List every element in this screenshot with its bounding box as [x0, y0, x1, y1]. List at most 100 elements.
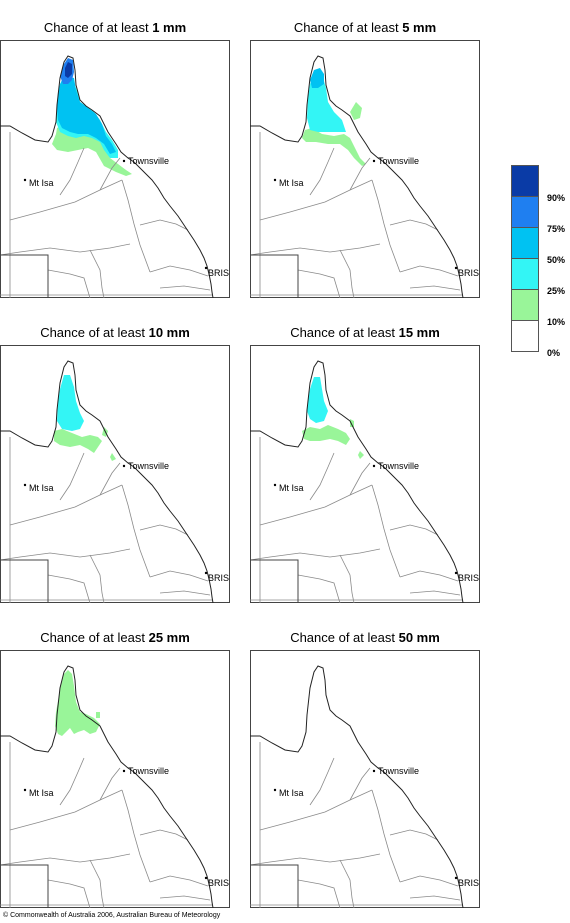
- region-boundary: [339, 554, 355, 603]
- panel-title-5mm: Chance of at least 5 mm: [250, 20, 480, 35]
- mt-isa-marker: [23, 178, 27, 182]
- region-boundary: [59, 757, 85, 806]
- map-panel-1mm: Townsville Mt Isa BRIS: [0, 40, 230, 298]
- legend-tick-25: 25%: [547, 286, 566, 296]
- brisbane-label: BRIS: [458, 573, 479, 583]
- map-panel-15mm: Townsville Mt Isa BRIS: [250, 345, 480, 603]
- coastline: [56, 55, 214, 298]
- townsville-marker: [372, 769, 376, 773]
- probability-area: [52, 125, 132, 176]
- map-frame: [250, 40, 480, 298]
- title-amount: 5 mm: [402, 20, 437, 35]
- coastline: [56, 665, 214, 908]
- legend-tick-75: 75%: [547, 224, 566, 234]
- region-boundary: [259, 179, 373, 221]
- townsville-marker: [122, 464, 126, 468]
- region-boundary: [309, 147, 335, 196]
- region-boundary: [409, 285, 461, 291]
- probability-area: [57, 375, 84, 431]
- map-frame: [250, 650, 480, 908]
- region-boundary: [371, 179, 401, 273]
- title-prefix: Chance of at least: [290, 630, 399, 645]
- region-boundary: [0, 243, 131, 256]
- panel-title-25mm: Chance of at least 25 mm: [0, 630, 230, 645]
- region-boundary: [409, 895, 461, 901]
- probability-area: [55, 670, 100, 736]
- region-boundary: [9, 789, 123, 831]
- map-svg: Townsville Mt Isa BRIS: [0, 650, 230, 908]
- inset-box: [250, 864, 299, 908]
- townsville-label: Townsville: [128, 461, 169, 471]
- region-boundary: [409, 590, 461, 596]
- townsville-label: Townsville: [378, 156, 419, 166]
- region-boundary: [47, 879, 91, 908]
- region-boundary: [389, 219, 439, 231]
- panel-title-1mm: Chance of at least 1 mm: [0, 20, 230, 35]
- title-amount: 50 mm: [398, 630, 440, 645]
- gulf-coastline: [250, 409, 308, 448]
- region-boundary: [47, 574, 91, 603]
- region-boundary: [89, 859, 105, 908]
- region-boundary: [339, 859, 355, 908]
- region-boundary: [59, 452, 85, 501]
- mt-isa-label: Mt Isa: [279, 788, 304, 798]
- title-prefix: Chance of at least: [40, 325, 149, 340]
- title-prefix: Chance of at least: [293, 20, 403, 35]
- region-boundary: [371, 484, 401, 578]
- inset-box: [0, 254, 49, 298]
- region-boundary: [259, 484, 373, 526]
- mt-isa-marker: [273, 788, 277, 792]
- townsville-marker: [122, 159, 126, 163]
- legend-swatch-75-90: [511, 196, 539, 228]
- region-boundary: [339, 249, 355, 298]
- map-svg: Townsville Mt Isa BRIS: [250, 345, 480, 603]
- region-boundary: [121, 179, 151, 273]
- region-boundary: [250, 853, 381, 866]
- map-frame: [0, 345, 230, 603]
- region-boundary: [297, 574, 341, 603]
- probability-area: [302, 425, 350, 445]
- probability-area: [310, 68, 324, 88]
- brisbane-label: BRIS: [208, 878, 229, 888]
- panel-title-15mm: Chance of at least 15 mm: [250, 325, 480, 340]
- region-boundary: [139, 219, 189, 231]
- legend-swatch-0-10: [511, 320, 539, 352]
- brisbane-label: BRIS: [208, 573, 229, 583]
- brisbane-label: BRIS: [208, 268, 229, 278]
- region-boundary: [309, 452, 335, 501]
- mt-isa-label: Mt Isa: [29, 483, 54, 493]
- map-panel-10mm: Townsville Mt Isa BRIS: [0, 345, 230, 603]
- map-panel-50mm: Townsville Mt Isa BRIS: [250, 650, 480, 908]
- brisbane-marker: [454, 571, 458, 575]
- title-prefix: Chance of at least: [43, 20, 153, 35]
- title-prefix: Chance of at least: [290, 325, 399, 340]
- region-boundary: [9, 484, 123, 526]
- region-boundary: [139, 829, 189, 841]
- region-boundary: [149, 265, 209, 277]
- gulf-coastline: [0, 714, 58, 753]
- probability-area: [350, 102, 362, 120]
- probability-area: [57, 76, 116, 154]
- region-boundary: [89, 249, 105, 298]
- probability-area: [350, 419, 354, 427]
- region-boundary: [99, 767, 121, 801]
- map-svg: Townsville Mt Isa BRIS: [0, 345, 230, 603]
- region-boundary: [89, 554, 105, 603]
- gulf-coastline: [250, 714, 308, 753]
- region-boundary: [159, 285, 211, 291]
- mt-isa-marker: [23, 483, 27, 487]
- region-boundary: [399, 875, 459, 887]
- title-amount: 15 mm: [398, 325, 440, 340]
- probability-area: [316, 405, 322, 415]
- brisbane-marker: [204, 876, 208, 880]
- gulf-coastline: [250, 104, 308, 143]
- probability-area: [96, 712, 100, 718]
- region-boundary: [99, 157, 121, 191]
- region-boundary: [159, 895, 211, 901]
- region-boundary: [297, 879, 341, 908]
- legend-tick-0: 0%: [547, 348, 561, 358]
- inset-box: [250, 559, 299, 603]
- brisbane-label: BRIS: [458, 268, 479, 278]
- region-boundary: [389, 829, 439, 841]
- legend-swatch-25-50: [511, 258, 539, 290]
